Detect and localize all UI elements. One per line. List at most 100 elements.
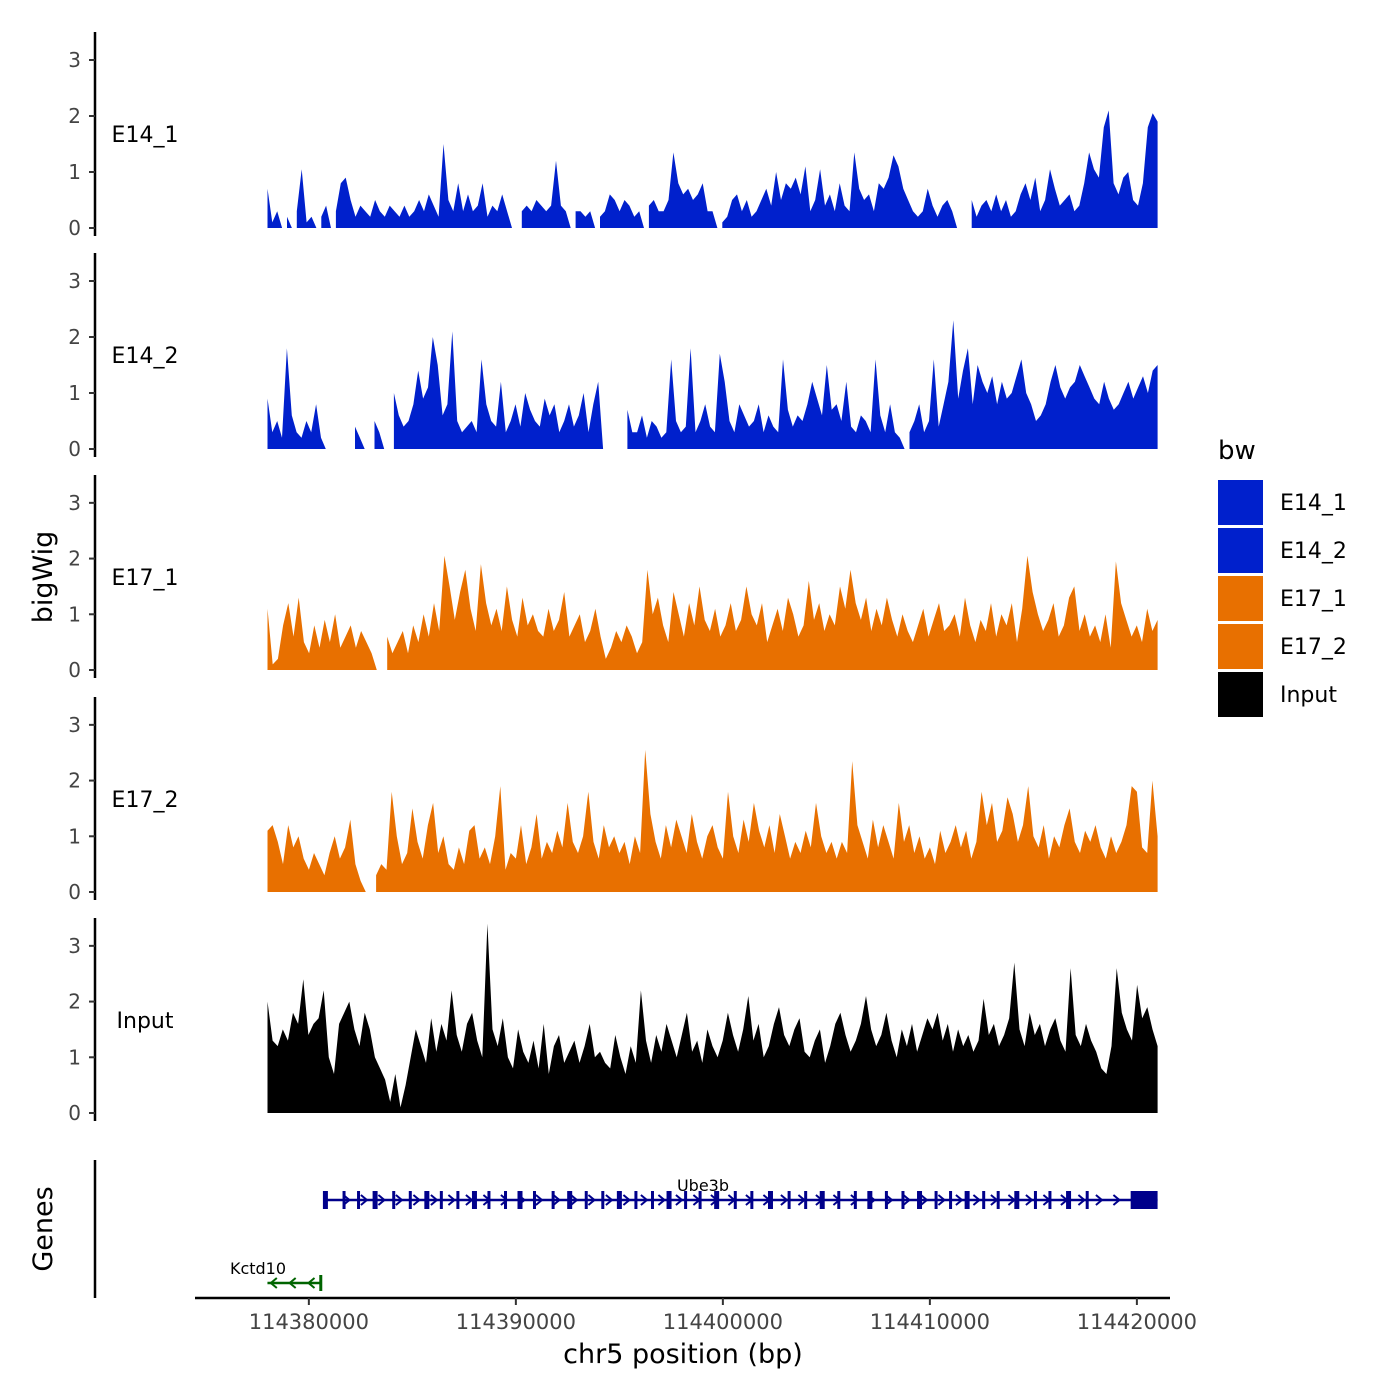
x-tick-label: 114410000 <box>870 1310 990 1334</box>
y-tick-label: 2 <box>68 104 81 128</box>
strand-arrow <box>587 1194 596 1206</box>
exon <box>439 1191 443 1209</box>
y-tick-label: 2 <box>68 990 81 1014</box>
y-tick-label: 3 <box>68 269 81 293</box>
exon <box>684 1191 688 1209</box>
y-tick-label: 0 <box>68 437 81 461</box>
exon <box>322 1191 328 1209</box>
legend-swatch <box>1218 528 1263 573</box>
exon <box>650 1191 654 1209</box>
genes-axis-label: Genes <box>28 1186 59 1271</box>
track-E17_1: 0 1 2 3 E17_1 <box>68 475 1158 682</box>
exon <box>1085 1191 1089 1209</box>
exon <box>372 1191 378 1209</box>
x-axis: 114380000 114390000 114400000 114410000 1144… <box>195 1296 1197 1334</box>
track-E17_2: 0 1 2 3 E17_2 <box>68 697 1158 904</box>
exon <box>504 1191 508 1209</box>
exon <box>1048 1191 1052 1209</box>
exon <box>408 1191 412 1209</box>
strand-arrow <box>675 1194 684 1206</box>
exon <box>601 1191 605 1209</box>
strand-arrow <box>447 1194 456 1206</box>
legend-swatch <box>1218 480 1263 525</box>
gene-Kctd10: Kctd10 <box>230 1259 323 1291</box>
exon <box>733 1191 737 1209</box>
exon <box>982 1191 986 1209</box>
strand-arrow <box>622 1194 631 1206</box>
exon <box>767 1191 773 1209</box>
exon <box>634 1191 638 1209</box>
y-tick-label: 0 <box>68 880 81 904</box>
exon <box>714 1191 720 1209</box>
strand-arrow <box>269 1277 278 1289</box>
exon <box>853 1191 857 1209</box>
exon <box>949 1191 953 1209</box>
exon <box>456 1191 460 1209</box>
exon <box>698 1191 702 1209</box>
bigwig-tracks: 0 1 2 3 E14_1 0 1 2 3 E14_2 0 1 2 3 E17_1 0 1 2 3 E17_2 0 1 2 3… <box>68 32 1158 1125</box>
track-E14_2: 0 1 2 3 E14_2 <box>68 253 1158 461</box>
strand-arrow <box>885 1194 894 1206</box>
x-axis-label: chr5 position (bp) <box>563 1339 803 1370</box>
area-E14_2 <box>267 320 1158 449</box>
exon <box>551 1191 555 1209</box>
exon <box>666 1191 672 1209</box>
exon <box>837 1191 841 1209</box>
exon <box>1066 1191 1072 1209</box>
strand-arrow <box>465 1194 474 1206</box>
strand-arrow <box>902 1194 911 1206</box>
strand-arrow <box>955 1194 964 1206</box>
area-E14_1 <box>267 110 1158 228</box>
strand-arrow <box>1095 1194 1104 1206</box>
strand-arrow <box>1112 1194 1121 1206</box>
y-tick-label: 3 <box>68 48 81 72</box>
y-tick-label: 0 <box>68 1101 81 1125</box>
strand-arrow <box>1077 1194 1086 1206</box>
track-label: E17_2 <box>112 788 179 813</box>
exon <box>934 1191 938 1209</box>
legend-label: E14_2 <box>1280 539 1347 564</box>
strand-arrow <box>412 1194 421 1206</box>
area-E17_1 <box>267 555 1158 670</box>
legend-label: E17_1 <box>1280 587 1347 612</box>
exon <box>342 1191 346 1209</box>
exon <box>584 1191 588 1209</box>
exon <box>917 1191 923 1209</box>
y-tick-label: 0 <box>68 658 81 682</box>
exon <box>471 1191 477 1209</box>
exon-utr <box>1130 1191 1158 1209</box>
strand-arrow <box>395 1194 404 1206</box>
exon <box>392 1191 396 1209</box>
strand-arrow <box>430 1194 439 1206</box>
exon <box>517 1191 523 1209</box>
legend-title: bw <box>1218 436 1256 466</box>
y-tick-label: 1 <box>68 160 81 184</box>
x-tick-label: 114420000 <box>1077 1310 1197 1334</box>
exon <box>319 1275 323 1291</box>
y-axis-label: bigWig <box>28 531 59 624</box>
track-label: E14_2 <box>112 344 179 369</box>
gene-track: Ube3b Kctd10 <box>93 1160 1158 1298</box>
y-tick-label: 1 <box>68 1045 81 1069</box>
track-Input: 0 1 2 3 Input <box>68 918 1158 1125</box>
exon <box>964 1191 970 1209</box>
strand-arrow <box>657 1194 666 1206</box>
y-tick-label: 3 <box>68 713 81 737</box>
strand-arrow <box>640 1194 649 1206</box>
exon <box>867 1191 873 1209</box>
x-tick-label: 114400000 <box>663 1310 783 1334</box>
exon <box>616 1191 622 1209</box>
legend-swatch <box>1218 624 1263 669</box>
exon <box>787 1191 791 1209</box>
y-tick-label: 0 <box>68 216 81 240</box>
strand-arrow <box>972 1194 981 1206</box>
exon <box>901 1191 905 1209</box>
gene-Ube3b: Ube3b <box>322 1176 1158 1209</box>
gene-label-Ube3b: Ube3b <box>677 1176 729 1195</box>
exon <box>996 1191 1000 1209</box>
legend-swatch <box>1218 576 1263 621</box>
y-tick-label: 3 <box>68 491 81 515</box>
exon <box>804 1191 808 1209</box>
exon <box>487 1191 491 1209</box>
